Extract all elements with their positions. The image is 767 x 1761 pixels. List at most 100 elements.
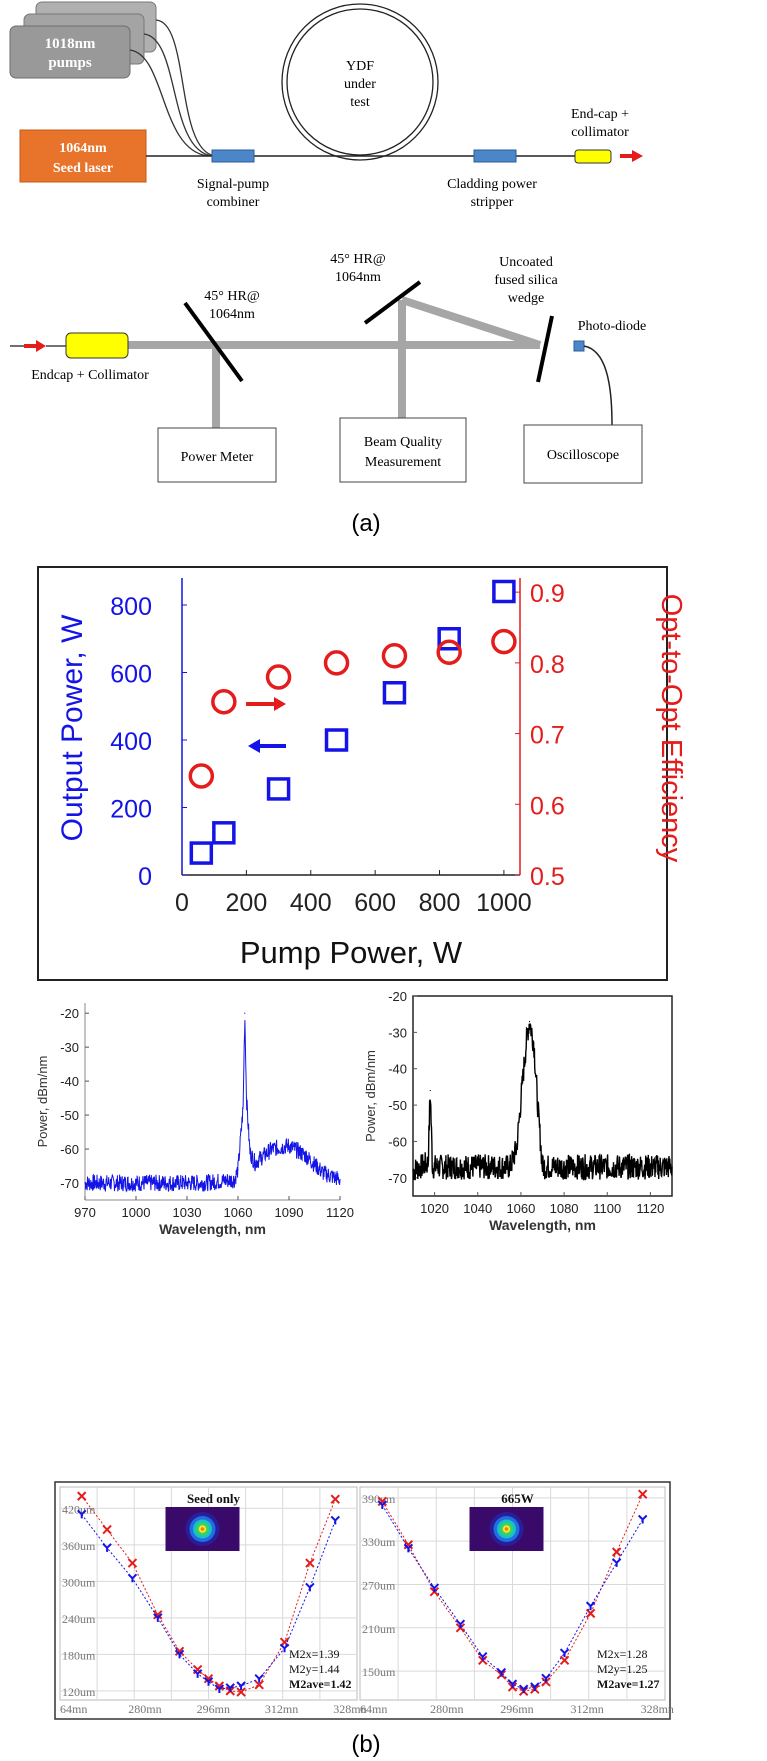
- hr2-label-1: 45° HR@: [330, 252, 386, 267]
- y-marker: [192, 1669, 203, 1678]
- beam-quality-label-2: Measurement: [365, 455, 441, 470]
- spectrum-point: [288, 1145, 290, 1147]
- x-tick-label: 1100: [593, 1201, 621, 1216]
- y-marker: [214, 1684, 225, 1694]
- red-arrow-head: [274, 697, 286, 711]
- y-tick-label: 800: [110, 593, 152, 621]
- ydf-label-1: YDF: [346, 59, 374, 74]
- x-marker: [403, 1540, 414, 1550]
- fit-curve: [81, 1495, 336, 1693]
- spectrum-trace: [84, 1020, 341, 1193]
- m2-annotation: M2x=1.39: [289, 1647, 339, 1661]
- seed-label-2: Seed laser: [53, 161, 113, 176]
- oscilloscope-label: Oscilloscope: [547, 448, 619, 463]
- left-y-axis-label: Output Power, W: [56, 614, 89, 841]
- spectrum-point: [254, 1162, 256, 1164]
- spectrum-point: [522, 1075, 524, 1077]
- spectrum-point: [537, 1111, 539, 1113]
- photodiode-cable: [583, 345, 613, 426]
- x-marker: [127, 1558, 138, 1568]
- y-marker: [403, 1543, 414, 1553]
- beam-quality-box: [339, 417, 467, 483]
- spectrum-chart-2: 1020 1040 1060 1080 1100 1120 -20 -30 -40 -50 -60 -…: [363, 989, 673, 1233]
- y-tick-label: 240um: [62, 1612, 96, 1626]
- y-tick-label: 400: [110, 728, 152, 756]
- y-tick-label: -30: [60, 1040, 79, 1055]
- x-marker: [585, 1608, 596, 1619]
- endcap-label-1: End-cap +: [571, 107, 629, 122]
- spectrum-point: [242, 1107, 244, 1109]
- panel-title: 665W: [501, 1491, 534, 1506]
- blue-arrow-head: [248, 739, 260, 753]
- spectrum-point: [245, 1097, 248, 1099]
- circle-marker: [491, 628, 517, 655]
- spectrum-point: [244, 1012, 246, 1014]
- y-marker: [478, 1651, 488, 1661]
- x-marker: [236, 1687, 246, 1697]
- y-tick-label: -20: [388, 989, 407, 1004]
- y-axis-label: Power, dBm/nm: [35, 1056, 50, 1148]
- spectrum-point: [528, 1020, 531, 1023]
- y-tick-label: 420um: [62, 1502, 96, 1516]
- beam-profile-ring: [200, 1527, 205, 1531]
- m2-annotation: M2y=1.44: [289, 1662, 339, 1676]
- spectrum-point: [339, 1179, 341, 1181]
- hr-mirror-1: [183, 301, 244, 383]
- caption-b: (b): [351, 1731, 380, 1758]
- x-marker: [305, 1558, 315, 1568]
- y2-tick-label: 0.8: [530, 651, 565, 679]
- pump-stack: 1018nm pumps: [9, 1, 157, 79]
- spectrum-point: [412, 1169, 414, 1172]
- y-marker: [541, 1673, 551, 1683]
- pump-label-2: pumps: [48, 55, 92, 71]
- spectrum-point: [84, 1182, 86, 1184]
- endcap-block: [574, 149, 612, 164]
- square-marker: [189, 841, 214, 865]
- combiner-label-2: combiner: [207, 195, 260, 210]
- square-marker: [492, 579, 516, 604]
- x-tick-label: 64mn: [60, 1702, 87, 1716]
- x-tick-label: 312mn: [265, 1702, 298, 1716]
- y-marker: [518, 1684, 529, 1694]
- y-marker: [530, 1682, 540, 1691]
- y-tick-label: 0: [138, 863, 152, 891]
- beam-quality-label-1: Beam Quality: [364, 435, 442, 450]
- combiner-label-1: Signal-pump: [197, 177, 269, 192]
- y-marker: [585, 1601, 596, 1611]
- ydf-label-3: test: [350, 95, 370, 110]
- x-marker: [377, 1496, 388, 1507]
- x-tick-label: 400: [290, 889, 332, 917]
- y-marker: [236, 1681, 246, 1690]
- y-tick-label: 180um: [62, 1648, 96, 1662]
- square-marker: [437, 627, 461, 651]
- x-axis-label: Pump Power, W: [240, 935, 463, 970]
- x-tick-label: 1120: [326, 1205, 354, 1220]
- y-marker: [153, 1613, 163, 1622]
- spectrum-point: [237, 1168, 239, 1171]
- y-marker: [77, 1509, 87, 1519]
- pump-fibers: [129, 19, 216, 157]
- y-marker: [174, 1649, 185, 1659]
- x-marker: [611, 1547, 622, 1557]
- y-tick-label: -30: [388, 1025, 407, 1040]
- spectrum-point: [509, 1166, 511, 1168]
- y-marker: [507, 1679, 518, 1689]
- circle-marker: [188, 763, 215, 789]
- beam-profile-ring: [504, 1527, 509, 1531]
- photodiode-block: [573, 340, 585, 352]
- y-tick-label: -70: [388, 1171, 407, 1186]
- circle-marker: [436, 639, 462, 665]
- x-tick-label: 296mn: [500, 1702, 533, 1716]
- power-meter-box: [157, 427, 277, 483]
- efficiency-chart: 0 200 400 600 800 1000 0 200 400 600 800 0.5 0.6 0.7 0…: [56, 578, 687, 970]
- spectrum-point: [541, 1166, 544, 1168]
- y-tick-label: 150um: [362, 1665, 396, 1679]
- y-tick-label: -60: [388, 1134, 407, 1149]
- x-marker: [330, 1494, 340, 1504]
- x-tick-label: 1000: [476, 889, 532, 917]
- spectrum-point: [203, 1182, 205, 1184]
- x-marker: [559, 1655, 570, 1665]
- spectrum-point: [322, 1172, 324, 1174]
- wedge-label-1: Uncoated: [499, 255, 553, 270]
